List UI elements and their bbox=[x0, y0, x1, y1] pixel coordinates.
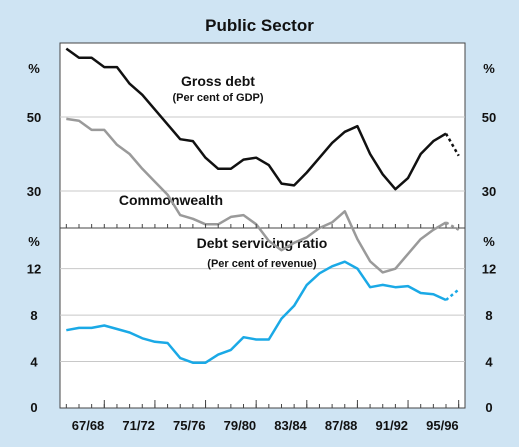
y-tick-label-right: 4 bbox=[485, 355, 493, 370]
y-tick-label-right: 0 bbox=[485, 400, 492, 415]
y-tick-label-left: 30 bbox=[27, 184, 41, 199]
bottom-left-unit-label: % bbox=[28, 234, 40, 249]
x-tick-label: 83/84 bbox=[274, 418, 307, 433]
top-right-unit-label: % bbox=[483, 61, 495, 76]
bottom-right-unit-label: % bbox=[483, 234, 495, 249]
y-tick-label-right: 8 bbox=[485, 308, 492, 323]
top-left-unit-label: % bbox=[28, 61, 40, 76]
x-tick-label: 87/88 bbox=[325, 418, 358, 433]
x-tick-label: 75/76 bbox=[173, 418, 206, 433]
x-tick-label: 95/96 bbox=[426, 418, 459, 433]
gross-debt-line bbox=[65, 47, 447, 191]
x-tick-label: 71/72 bbox=[122, 418, 155, 433]
x-tick-label: 79/80 bbox=[224, 418, 257, 433]
x-tick-label: 91/92 bbox=[376, 418, 409, 433]
y-tick-label-right: 50 bbox=[482, 110, 496, 125]
gross-debt-sublabel: (Per cent of GDP) bbox=[172, 92, 263, 104]
y-tick-label-right: 12 bbox=[482, 262, 496, 277]
y-tick-label-right: 30 bbox=[482, 184, 496, 199]
gross-debt-label: Gross debt bbox=[181, 73, 255, 89]
debt-servicing-ratio-line bbox=[66, 260, 447, 364]
top-plot-area bbox=[59, 42, 466, 229]
bottom-plot-area bbox=[59, 227, 466, 409]
debt-servicing-ratio-projection-line bbox=[445, 288, 460, 301]
y-tick-label-left: 50 bbox=[27, 110, 41, 125]
y-tick-label-left: 0 bbox=[30, 400, 37, 415]
chart-title: Public Sector bbox=[205, 16, 314, 35]
debt-servicing-sublabel: (Per cent of revenue) bbox=[207, 258, 317, 270]
y-tick-label-left: 8 bbox=[30, 308, 37, 323]
debt-servicing-label: Debt servicing ratio bbox=[197, 235, 328, 251]
y-tick-label-left: 12 bbox=[27, 262, 41, 277]
y-tick-label-left: 4 bbox=[30, 355, 38, 370]
x-tick-label: 67/68 bbox=[72, 418, 105, 433]
commonwealth-projection-line bbox=[445, 221, 460, 231]
gross-debt-projection-line bbox=[444, 132, 460, 157]
